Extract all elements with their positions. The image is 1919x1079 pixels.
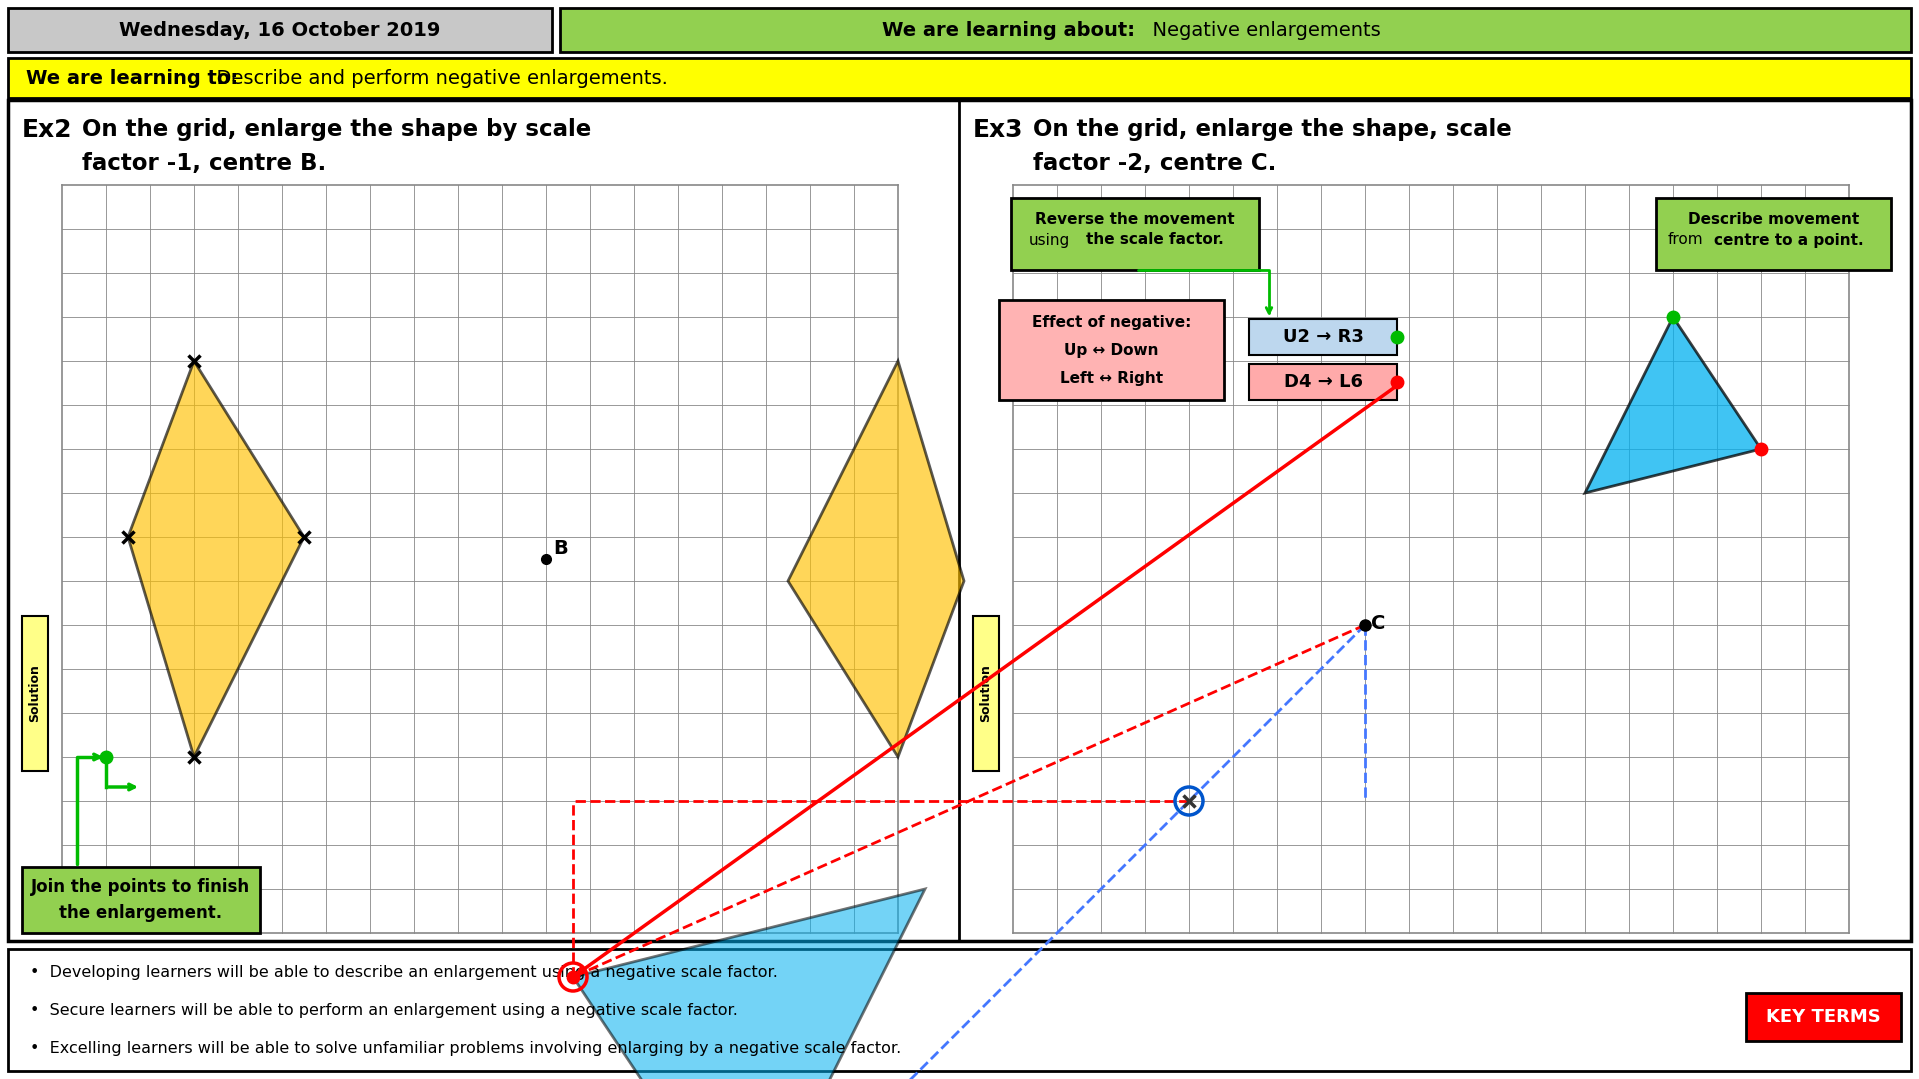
Polygon shape xyxy=(1585,317,1762,493)
Bar xyxy=(8,950,1911,1071)
Bar xyxy=(21,868,259,933)
Text: Solution: Solution xyxy=(979,665,992,723)
Text: We are learning to:: We are learning to: xyxy=(27,68,238,87)
Text: C: C xyxy=(1370,614,1386,633)
Bar xyxy=(1249,319,1397,355)
Bar xyxy=(8,100,1911,941)
Text: •  Secure learners will be able to perform an enlargement using a negative scale: • Secure learners will be able to perfor… xyxy=(31,1003,739,1019)
Bar xyxy=(1746,993,1902,1041)
Text: •  Developing learners will be able to describe an enlargement using a negative : • Developing learners will be able to de… xyxy=(31,966,777,981)
Bar xyxy=(1000,300,1224,400)
Text: Effect of negative:: Effect of negative: xyxy=(1032,314,1192,329)
Text: factor -1, centre B.: factor -1, centre B. xyxy=(83,152,326,175)
Text: the enlargement.: the enlargement. xyxy=(59,904,223,921)
Text: On the grid, enlarge the shape, scale: On the grid, enlarge the shape, scale xyxy=(1032,118,1512,141)
Bar xyxy=(1249,364,1397,400)
Text: the scale factor.: the scale factor. xyxy=(1086,232,1224,247)
Text: B: B xyxy=(553,540,568,558)
Text: Ex3: Ex3 xyxy=(973,118,1023,142)
Text: U2 → R3: U2 → R3 xyxy=(1282,328,1362,346)
Text: Reverse the movement: Reverse the movement xyxy=(1034,213,1234,228)
Text: Left ↔ Right: Left ↔ Right xyxy=(1059,370,1163,385)
Bar xyxy=(973,616,1000,771)
Text: factor -2, centre C.: factor -2, centre C. xyxy=(1032,152,1276,175)
Text: D4 → L6: D4 → L6 xyxy=(1284,373,1362,391)
Polygon shape xyxy=(129,361,303,757)
Polygon shape xyxy=(574,889,925,1079)
Bar xyxy=(560,8,1911,52)
Text: Solution: Solution xyxy=(29,665,42,723)
Text: Ex2: Ex2 xyxy=(21,118,73,142)
Text: KEY TERMS: KEY TERMS xyxy=(1765,1008,1881,1026)
Text: Wednesday, 16 October 2019: Wednesday, 16 October 2019 xyxy=(119,21,441,40)
Bar xyxy=(21,616,48,771)
Polygon shape xyxy=(789,361,963,757)
Text: using: using xyxy=(1029,232,1071,247)
Text: Join the points to finish: Join the points to finish xyxy=(31,878,251,896)
Bar xyxy=(1656,199,1890,270)
Bar xyxy=(8,8,553,52)
Text: We are learning about:: We are learning about: xyxy=(883,21,1134,40)
Text: Negative enlargements: Negative enlargements xyxy=(1140,21,1382,40)
Text: centre to a point.: centre to a point. xyxy=(1714,232,1863,247)
Text: On the grid, enlarge the shape by scale: On the grid, enlarge the shape by scale xyxy=(83,118,591,141)
Text: Describe and perform negative enlargements.: Describe and perform negative enlargemen… xyxy=(203,68,668,87)
Text: •  Excelling learners will be able to solve unfamiliar problems involving enlarg: • Excelling learners will be able to sol… xyxy=(31,1041,902,1056)
Text: Describe movement: Describe movement xyxy=(1689,213,1860,228)
Text: Up ↔ Down: Up ↔ Down xyxy=(1065,342,1159,357)
Text: from: from xyxy=(1668,232,1704,247)
Bar xyxy=(1011,199,1259,270)
Bar xyxy=(8,58,1911,98)
